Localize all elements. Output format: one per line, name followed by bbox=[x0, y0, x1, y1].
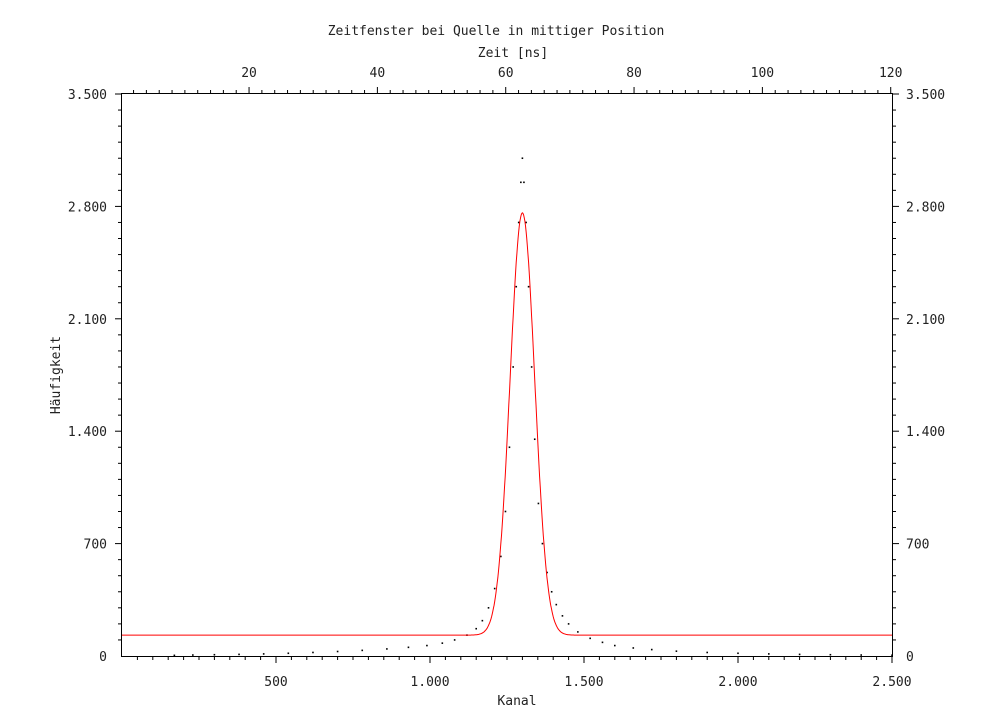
data-point bbox=[508, 446, 511, 449]
data-point bbox=[550, 590, 553, 593]
x-tick-label: 1.000 bbox=[410, 675, 449, 690]
x-tick-label: 500 bbox=[264, 675, 287, 690]
data-point bbox=[520, 181, 522, 184]
data-point bbox=[567, 623, 570, 625]
data-point bbox=[386, 648, 388, 650]
data-point bbox=[426, 644, 428, 647]
y2-tick-label: 3.500 bbox=[906, 88, 945, 103]
y-tick-label: 2.100 bbox=[68, 313, 107, 328]
x2-tick-label: 120 bbox=[879, 66, 902, 81]
data-point bbox=[512, 366, 514, 368]
data-point bbox=[523, 181, 525, 184]
fit-curve bbox=[122, 212, 892, 636]
data-point bbox=[238, 653, 240, 656]
x-tick-label: 2.500 bbox=[872, 675, 911, 690]
data-point bbox=[504, 510, 507, 513]
data-point bbox=[453, 639, 456, 641]
x-axis-label: Kanal bbox=[497, 694, 536, 709]
data-point bbox=[650, 648, 653, 651]
data-point bbox=[500, 555, 502, 558]
data-point bbox=[525, 221, 527, 224]
data-point bbox=[517, 221, 520, 224]
data-point bbox=[407, 646, 410, 649]
data-point bbox=[706, 651, 708, 654]
x2-tick-label: 20 bbox=[241, 66, 257, 81]
data-point bbox=[614, 644, 616, 647]
data-point bbox=[312, 651, 314, 654]
data-point bbox=[860, 654, 862, 656]
y-tick-label: 2.800 bbox=[68, 200, 107, 215]
y-axis-label: Häufigkeit bbox=[49, 336, 64, 414]
data-point bbox=[487, 607, 490, 609]
chart-title: Zeitfenster bei Quelle in mittiger Posit… bbox=[328, 24, 665, 39]
data-point bbox=[527, 285, 530, 288]
data-point bbox=[561, 615, 564, 617]
data-point bbox=[515, 285, 518, 288]
y2-tick-label: 2.100 bbox=[906, 313, 945, 328]
data-point bbox=[287, 652, 290, 655]
data-point bbox=[632, 647, 635, 649]
data-point bbox=[798, 653, 801, 656]
data-point bbox=[891, 654, 893, 656]
data-point bbox=[262, 653, 265, 655]
data-points bbox=[173, 157, 893, 657]
data-point bbox=[213, 653, 216, 656]
data-point bbox=[537, 502, 540, 505]
y2-tick-label: 2.800 bbox=[906, 200, 945, 215]
y2-tick-label: 1.400 bbox=[906, 425, 945, 440]
data-point bbox=[589, 637, 591, 640]
x-tick-label: 1.500 bbox=[564, 675, 603, 690]
y-tick-label: 1.400 bbox=[68, 425, 107, 440]
data-point bbox=[361, 649, 364, 652]
data-point bbox=[829, 653, 832, 656]
data-point bbox=[555, 603, 558, 606]
x2-tick-label: 80 bbox=[626, 66, 642, 81]
x2-tick-label: 40 bbox=[370, 66, 386, 81]
plot-frame bbox=[121, 93, 893, 657]
data-point bbox=[768, 653, 770, 655]
data-point bbox=[533, 438, 536, 441]
data-point bbox=[493, 587, 496, 590]
x-tick-label: 2.000 bbox=[718, 675, 757, 690]
y-tick-label: 3.500 bbox=[68, 88, 107, 103]
data-point bbox=[675, 650, 678, 652]
data-point bbox=[521, 157, 524, 160]
y2-tick-label: 700 bbox=[906, 538, 929, 553]
data-point bbox=[530, 366, 533, 368]
y2-tick-label: 0 bbox=[906, 650, 914, 665]
x2-tick-label: 60 bbox=[498, 66, 514, 81]
axis-ticks bbox=[115, 87, 899, 663]
data-point bbox=[441, 642, 444, 644]
x2-tick-label: 100 bbox=[751, 66, 774, 81]
top-axis-label: Zeit [ns] bbox=[478, 46, 548, 61]
axis-tick-labels: 500 1.000 1.500 2.000 2.500 20 40 60 80 100 120 0 0 7… bbox=[68, 66, 945, 690]
y-tick-label: 700 bbox=[84, 538, 107, 553]
data-point bbox=[541, 542, 544, 545]
data-point bbox=[546, 571, 548, 574]
data-point bbox=[192, 654, 194, 656]
data-point bbox=[481, 619, 484, 622]
data-point bbox=[601, 641, 604, 644]
data-point bbox=[475, 627, 477, 630]
data-point bbox=[737, 652, 739, 655]
data-point bbox=[577, 631, 579, 633]
data-point bbox=[173, 654, 176, 657]
data-point bbox=[336, 650, 339, 653]
y-tick-label: 0 bbox=[99, 650, 107, 665]
